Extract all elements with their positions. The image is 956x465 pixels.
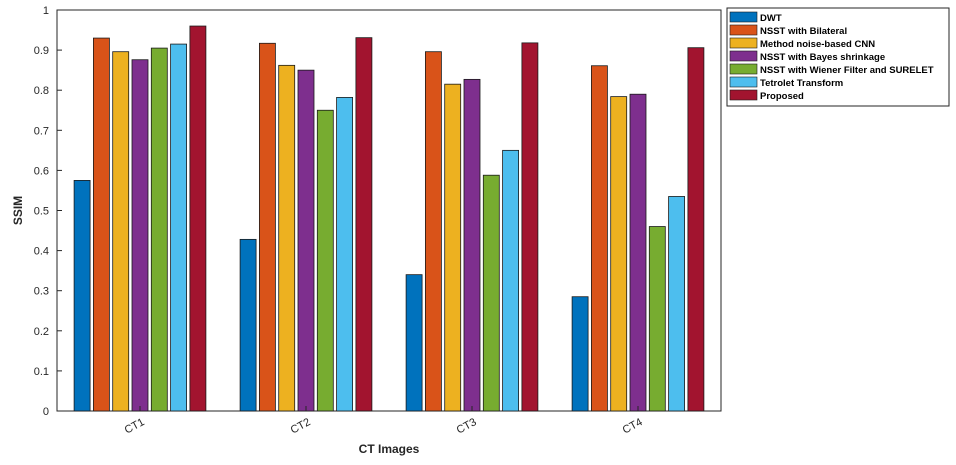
y-tick-label: 0.7 xyxy=(34,125,49,137)
legend-label: Proposed xyxy=(760,91,804,102)
legend-swatch xyxy=(729,89,758,101)
bar-ct2-series-1 xyxy=(258,42,276,412)
legend-swatch xyxy=(729,76,758,88)
y-tick-label: 0.1 xyxy=(34,366,49,378)
bar-ct1-series-3 xyxy=(131,59,149,412)
bar-ct4-series-5 xyxy=(668,196,685,412)
bar-ct4-series-1 xyxy=(591,65,608,412)
bar-ct1-series-2 xyxy=(112,51,130,412)
legend-swatch xyxy=(729,24,758,36)
legend-label: NSST with Bilateral xyxy=(760,26,847,37)
bar-ct4-series-3 xyxy=(629,93,647,412)
legend-label: NSST with Bayes shrinkage xyxy=(760,52,885,63)
legend-swatch xyxy=(729,50,758,62)
bar-ct3-series-5 xyxy=(502,149,520,412)
bar-ct3-series-4 xyxy=(482,174,500,412)
legend-swatch xyxy=(729,11,758,23)
bar-ct1-series-0 xyxy=(73,180,91,412)
y-tick-label: 0.2 xyxy=(34,326,49,338)
bar-ct2-series-5 xyxy=(336,97,354,412)
bar-ct3-series-1 xyxy=(424,51,442,412)
bar-ct1-series-5 xyxy=(170,43,188,412)
y-tick-label: 0 xyxy=(43,406,49,418)
bar-ct2-series-0 xyxy=(239,238,257,412)
y-tick-label: 0.3 xyxy=(34,286,49,298)
plot-area: 0 0.1 0.2 0.3 0.4 0.5 0.6 0.7 0.8 0.9 1 CT1 CT2 CT3 C… xyxy=(34,5,722,437)
y-tick-label: 0.6 xyxy=(34,165,49,177)
y-tick-label: 0.8 xyxy=(34,85,49,97)
y-tick-label: 0.5 xyxy=(34,206,49,218)
legend-swatch xyxy=(729,37,758,49)
bars xyxy=(73,25,705,412)
bar-ct3-series-2 xyxy=(444,83,462,412)
bar-ct4-series-4 xyxy=(648,226,666,412)
y-tick-label: 0.4 xyxy=(34,246,49,258)
bar-ct4-series-2 xyxy=(610,96,628,412)
bar-ct1-series-6 xyxy=(189,25,207,412)
legend-label: DWT xyxy=(760,13,782,24)
bar-ct2-series-6 xyxy=(355,37,373,412)
x-tick-label: CT2 xyxy=(289,416,313,436)
legend-box xyxy=(726,7,950,107)
bar-ct1-series-4 xyxy=(150,47,168,412)
bar-ct4-series-6 xyxy=(687,47,705,412)
bar-ct2-series-3 xyxy=(297,69,315,412)
y-tick-label: 1 xyxy=(43,5,49,17)
bar-ct3-series-0 xyxy=(405,274,423,412)
legend-label: Tetrolet Transform xyxy=(760,78,843,89)
y-axis-ticks: 0 0.1 0.2 0.3 0.4 0.5 0.6 0.7 0.8 0.9 1 xyxy=(34,5,62,418)
x-tick-label: CT4 xyxy=(621,416,645,436)
legend: DWT NSST with Bilateral Method noise-based… xyxy=(726,7,950,107)
bar-ct4-series-0 xyxy=(571,296,589,412)
bar-ct2-series-4 xyxy=(316,109,334,412)
bar-ct1-series-1 xyxy=(93,37,110,412)
legend-label: Method noise-based CNN xyxy=(760,39,875,50)
bar-ct3-series-6 xyxy=(521,42,539,412)
legend-label: NSST with Wiener Filter and SURELET xyxy=(760,65,934,76)
x-tick-label: CT3 xyxy=(455,416,479,436)
y-axis-label: SSIM xyxy=(11,196,25,225)
x-tick-label: CT1 xyxy=(123,416,147,436)
bar-ct2-series-2 xyxy=(278,64,296,412)
y-tick-label: 0.9 xyxy=(34,45,49,57)
legend-swatch xyxy=(729,63,758,75)
x-axis-label: CT Images xyxy=(359,442,420,456)
bar-ct3-series-3 xyxy=(463,78,481,412)
